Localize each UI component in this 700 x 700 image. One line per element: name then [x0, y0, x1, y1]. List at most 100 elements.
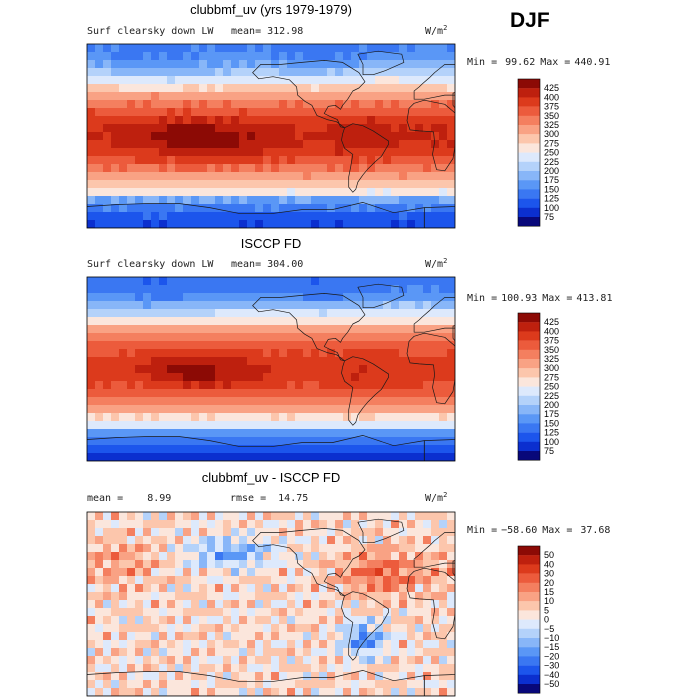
map-cell: [223, 301, 232, 310]
map-cell: [399, 624, 408, 633]
map-cell: [239, 544, 248, 553]
map-cell: [175, 172, 184, 181]
map-cell: [335, 44, 344, 53]
map-cell: [271, 624, 280, 633]
map-cell: [127, 413, 136, 422]
map-cell: [215, 429, 224, 438]
colorbar-tick-label: 325: [544, 354, 559, 364]
map-cell: [151, 592, 160, 601]
map-cell: [383, 672, 392, 681]
map-cell: [391, 520, 400, 529]
map-cell: [423, 365, 432, 374]
map-cell: [271, 333, 280, 342]
map-cell: [439, 108, 448, 117]
map-cell: [215, 672, 224, 681]
map-cell: [199, 108, 208, 117]
map-cell: [311, 608, 320, 617]
map-cell: [447, 413, 455, 422]
map-cell: [319, 116, 328, 125]
map-cell: [399, 389, 408, 398]
map-cell: [367, 576, 376, 585]
map-cell: [151, 333, 160, 342]
map-cell: [399, 397, 408, 406]
map-cell: [159, 520, 168, 529]
map-cell: [135, 188, 144, 197]
map-cell: [191, 84, 200, 93]
map-cell: [191, 381, 200, 390]
map-cell: [167, 108, 176, 117]
map-cell: [287, 381, 296, 390]
map-cell: [303, 84, 312, 93]
map-cell: [319, 365, 328, 374]
map-cell: [223, 584, 232, 593]
map-cell: [95, 76, 104, 85]
map-cell: [215, 285, 224, 294]
map-cell: [311, 164, 320, 173]
map-cell: [287, 172, 296, 181]
map-cell: [423, 576, 432, 585]
map-cell: [391, 108, 400, 117]
map-cell: [159, 301, 168, 310]
map-cell: [295, 84, 304, 93]
map-cell: [447, 140, 455, 149]
map-cell: [311, 188, 320, 197]
map-cell: [151, 584, 160, 593]
map-cell: [415, 164, 424, 173]
map-cell: [359, 381, 368, 390]
map-cell: [119, 608, 128, 617]
map-cell: [223, 520, 232, 529]
map-cell: [375, 309, 384, 318]
map-cell: [303, 445, 312, 454]
map-cell: [367, 140, 376, 149]
map-cell: [175, 68, 184, 77]
map-cell: [111, 656, 120, 665]
map-cell: [279, 333, 288, 342]
map-cell: [407, 608, 416, 617]
map-cell: [247, 277, 256, 286]
map-cell: [335, 560, 344, 569]
map-cell: [319, 156, 328, 165]
map-cell: [167, 568, 176, 577]
map-cell: [367, 92, 376, 101]
map-cell: [87, 600, 96, 609]
map-cell: [183, 196, 192, 205]
map-cell: [287, 349, 296, 358]
colorbar-swatch: [518, 115, 540, 126]
map-cell: [391, 405, 400, 414]
map-cell: [295, 664, 304, 673]
map-cell: [439, 608, 448, 617]
map-cell: [183, 108, 192, 117]
map-cell: [431, 148, 440, 157]
map-cell: [279, 512, 288, 521]
map-cell: [223, 576, 232, 585]
map-cell: [399, 429, 408, 438]
map-cell: [167, 309, 176, 318]
map-cell: [127, 293, 136, 302]
map-cell: [247, 656, 256, 665]
map-cell: [431, 100, 440, 109]
map-cell: [87, 293, 96, 302]
map-cell: [295, 528, 304, 537]
map-cell: [135, 413, 144, 422]
map-cell: [159, 124, 168, 133]
map-cell: [359, 640, 368, 649]
map-cell: [303, 301, 312, 310]
map-cell: [215, 656, 224, 665]
map-cell: [215, 317, 224, 326]
map-cell: [375, 648, 384, 657]
map-cell: [95, 196, 104, 205]
map-cell: [319, 100, 328, 109]
colorbar-tick-label: 175: [544, 409, 559, 419]
map-cell: [135, 285, 144, 294]
map-cell: [191, 44, 200, 53]
map-cell: [303, 52, 312, 61]
map-cell: [335, 277, 344, 286]
map-cell: [103, 528, 112, 537]
colorbar-tick-label: 200: [544, 166, 559, 176]
map-cell: [439, 212, 448, 221]
map-cell: [111, 204, 120, 213]
map-cell: [351, 552, 360, 561]
map-cell: [335, 116, 344, 125]
map-cell: [287, 568, 296, 577]
map-cell: [367, 624, 376, 633]
